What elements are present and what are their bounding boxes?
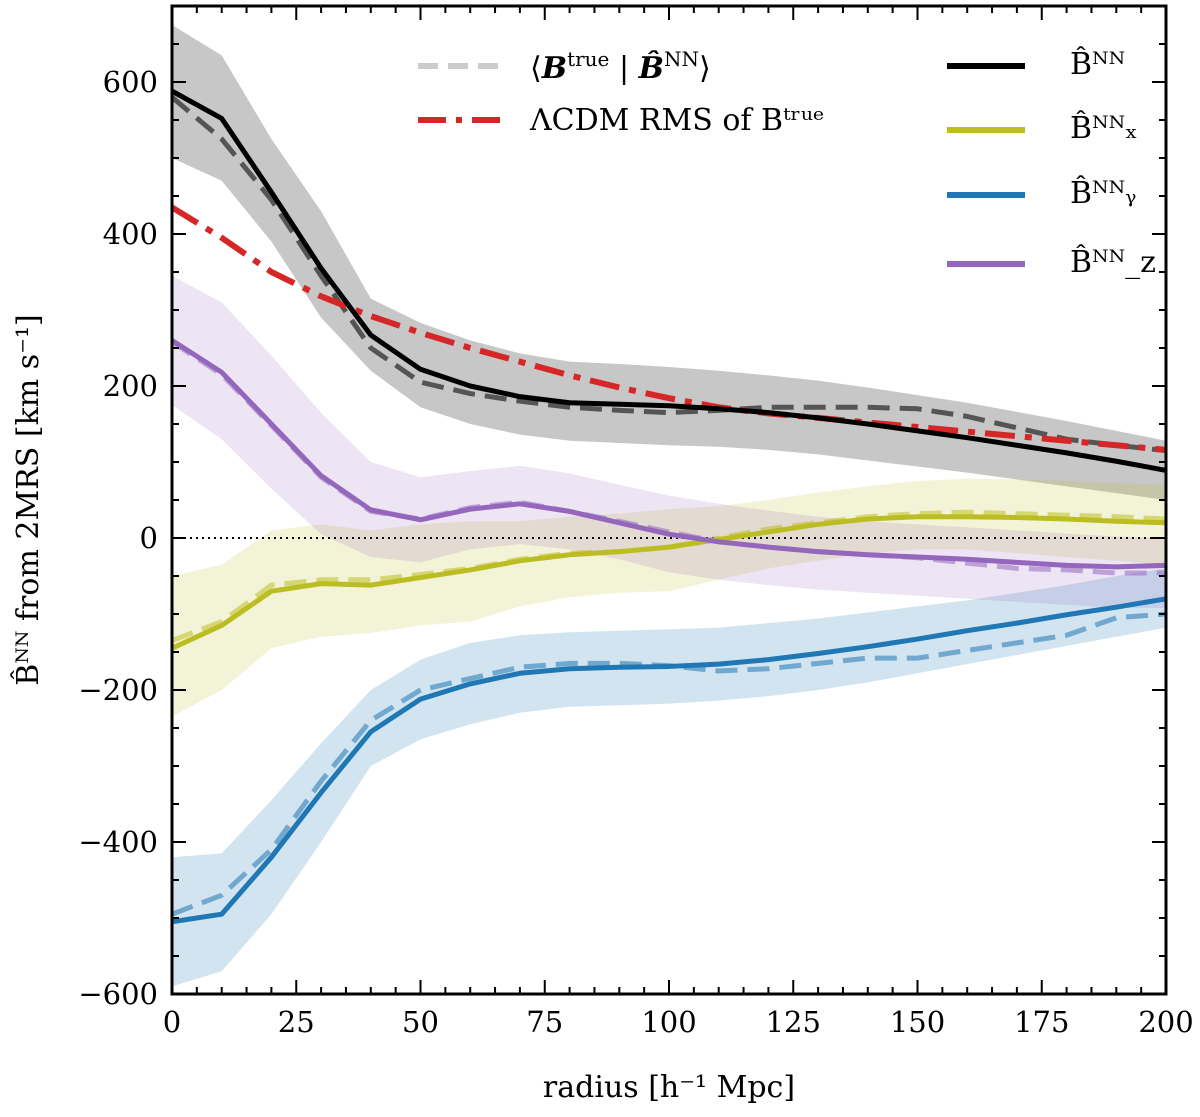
plot-frame xyxy=(170,4,1168,996)
line-series-3 xyxy=(172,338,1166,570)
x-tick-label: 200 xyxy=(1138,1005,1193,1039)
y-tick-label: 600 xyxy=(103,65,158,99)
line-series-1 xyxy=(172,514,1166,651)
legend-label-by: B̂ᴺᴺᵧ xyxy=(1070,176,1136,211)
band-series-0 xyxy=(172,25,1166,500)
y-tick-label: 0 xyxy=(140,521,158,555)
legend-label-lcdm: ΛCDM RMS of Bᵗʳᵘᵉ xyxy=(529,103,824,138)
line-series-0 xyxy=(172,88,1166,473)
x-tick-label: 150 xyxy=(890,1005,945,1039)
legend-label-bx: B̂ᴺᴺₓ xyxy=(1070,111,1138,146)
x-axis-title: radius [h⁻¹ Mpc] xyxy=(543,1070,795,1105)
x-tick-label: 0 xyxy=(163,1005,181,1039)
x-tick-label: 50 xyxy=(402,1005,439,1039)
y-tick-label: 400 xyxy=(103,217,158,251)
y-tick-label: −400 xyxy=(78,825,158,859)
uncertainty-bands xyxy=(172,25,1166,987)
y-tick-label: 200 xyxy=(103,369,158,403)
legend-label-bz: B̂ᴺᴺ_z xyxy=(1070,245,1156,280)
lcdm-rms-line xyxy=(172,204,1166,453)
x-tick-label: 100 xyxy=(641,1005,696,1039)
legend-right: B̂ᴺᴺ B̂ᴺᴺₓ B̂ᴺᴺᵧ B̂ᴺᴺ_z xyxy=(947,47,1156,280)
x-tick-label: 175 xyxy=(1014,1005,1069,1039)
legend-label-b: B̂ᴺᴺ xyxy=(1070,47,1125,82)
legend-left: ⟨Btrue | B̂NN⟩ ΛCDM RMS of Bᵗʳᵘᵉ xyxy=(418,47,824,138)
y-axis-title: B̂ᴺᴺ from 2MRS [km s⁻¹] xyxy=(11,314,46,685)
line-series-2 xyxy=(172,596,1166,925)
x-tick-label: 25 xyxy=(278,1005,315,1039)
x-tick-label: 125 xyxy=(766,1005,821,1039)
y-tick-label: −600 xyxy=(78,977,158,1011)
legend-label-dashed-mean: ⟨Btrue | B̂NN⟩ xyxy=(530,47,711,86)
axis-ticks: 0 25 50 75 100 125 150 175 200 −600 −400 −200 0 200 40… xyxy=(78,5,1194,1039)
band-series-3 xyxy=(172,275,1166,608)
x-tick-label: 75 xyxy=(526,1005,563,1039)
band-series-2 xyxy=(172,568,1166,987)
series-lines xyxy=(172,88,1166,925)
y-tick-label: −200 xyxy=(78,673,158,707)
